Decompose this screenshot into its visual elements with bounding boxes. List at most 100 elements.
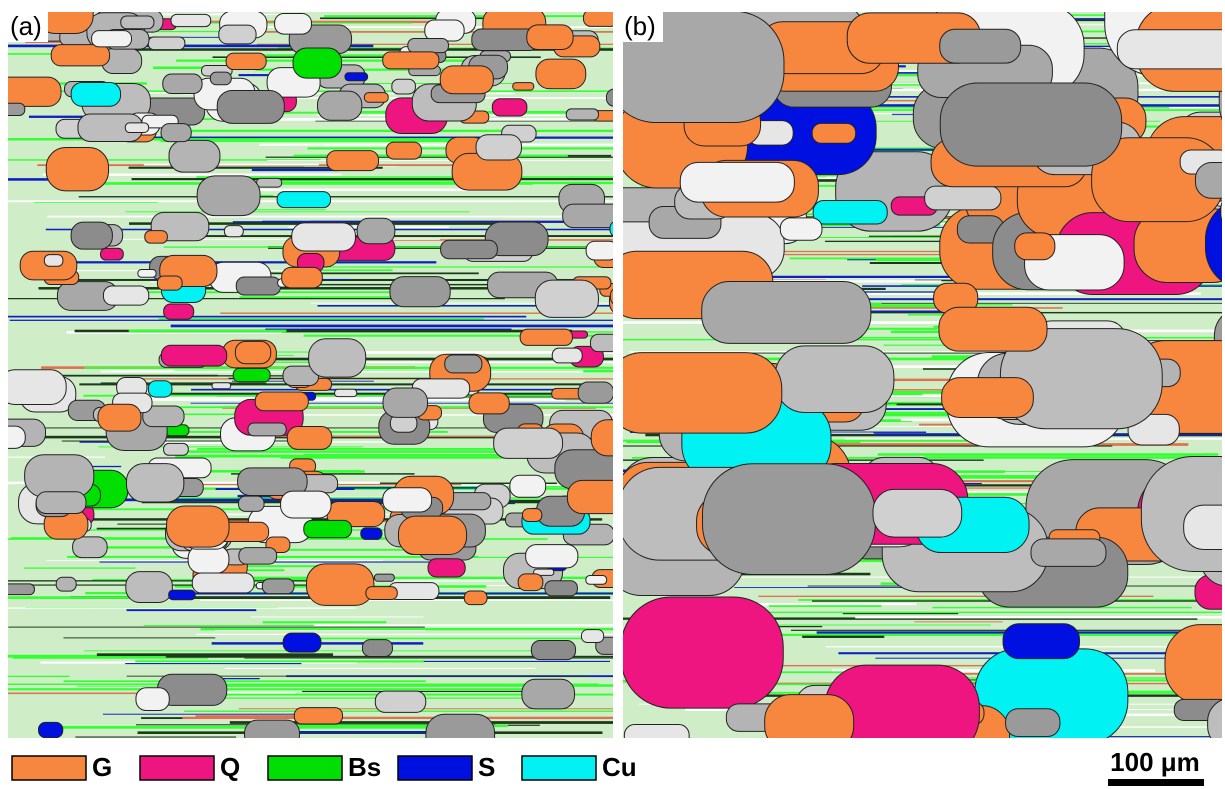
grain [1184,505,1225,549]
streak [252,169,338,171]
grain [680,162,794,202]
grain [309,339,366,377]
grain [780,218,822,240]
grain [813,201,887,224]
grain [578,382,613,403]
streak [0,316,526,318]
grain [235,341,270,363]
grain [522,679,575,709]
grain [392,79,416,94]
streak [159,318,484,320]
grain [226,53,266,69]
grain [425,20,464,41]
grain [531,640,575,659]
grain [0,584,34,595]
streak [166,656,693,658]
grain [103,286,148,305]
streak [302,691,560,692]
grain [812,123,855,143]
grain [398,516,466,554]
streak [263,621,387,623]
streak [311,269,393,271]
grain [275,13,312,34]
legend-swatch [268,756,342,780]
legend-label: G [92,752,112,782]
grain [440,66,493,94]
legend-label: Q [220,752,240,782]
grain [163,74,202,93]
streak [135,660,424,662]
grain [364,93,388,103]
streak [125,663,301,664]
grain [345,73,368,81]
grain [518,574,543,591]
grain [408,39,449,53]
grain [167,506,230,547]
grain [383,488,432,512]
streak [196,176,617,178]
grain [126,464,183,502]
grain [257,178,282,187]
grain [527,25,573,50]
grain [606,353,782,434]
grain [563,204,631,227]
streak [79,196,634,197]
streak [8,627,424,628]
grain [513,83,534,90]
streak [878,453,1218,456]
streak [0,607,356,608]
grain [939,307,1047,351]
grain [1165,625,1225,704]
streak [802,636,884,638]
grain [248,423,286,436]
streak [84,650,555,651]
streak [103,714,308,715]
grain [210,72,231,85]
grain [192,573,254,593]
grain [925,186,1001,210]
grain [293,48,342,78]
grain [169,140,220,172]
streak [127,609,257,611]
grain [292,223,356,251]
grain [357,218,395,243]
streak [318,305,672,307]
grain [255,392,308,411]
grain [238,496,264,511]
grain [56,577,76,591]
grain [552,348,582,363]
streak [75,736,236,737]
grain [441,240,498,259]
grain [164,304,194,319]
grain [121,16,154,29]
streak [855,616,1225,618]
streak [10,320,629,321]
grain [212,383,231,389]
legend-label: Bs [348,752,381,782]
streak [129,330,287,333]
grain [586,575,607,584]
grain [36,492,86,514]
streak [914,621,1002,622]
grain [464,591,487,605]
grain [197,176,260,216]
grain [98,404,141,431]
streak [267,160,610,161]
grain [0,426,25,448]
streak [769,605,881,607]
grain [1117,30,1225,69]
grain [161,124,191,142]
legend-label: S [478,752,495,782]
grain [126,572,172,603]
streak [195,715,296,717]
panel-label: (a) [10,11,42,41]
grain [510,475,546,497]
grain [71,82,120,106]
grain [590,334,627,351]
grain [426,714,495,755]
grain [775,346,894,413]
grain [1006,709,1060,737]
legend-swatch [12,756,86,780]
grain [361,528,382,540]
scale-bar-label: 100 μm [1110,747,1200,777]
